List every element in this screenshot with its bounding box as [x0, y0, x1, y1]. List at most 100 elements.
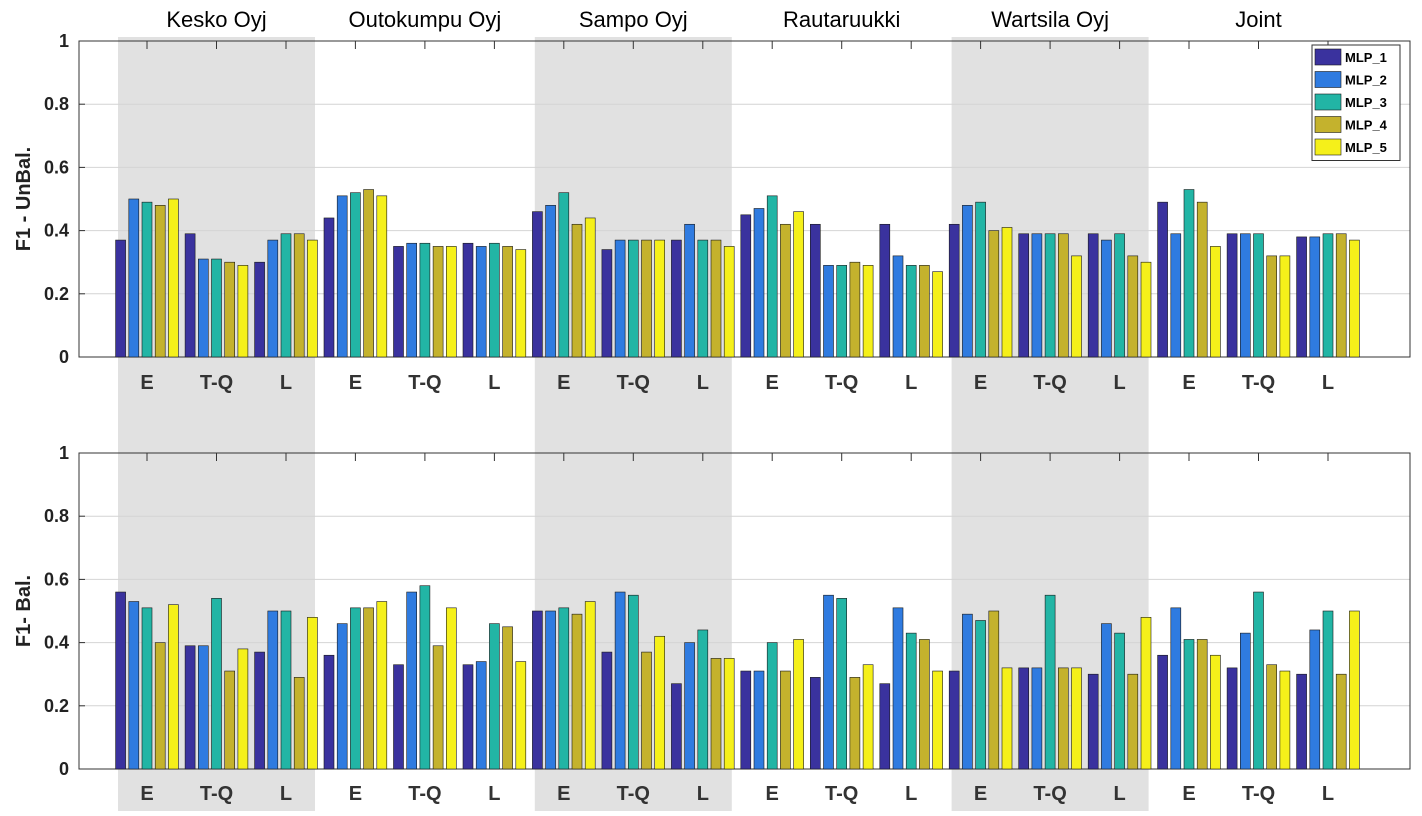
- y-tick-label: 0.4: [44, 633, 69, 653]
- bar-mlp-4: [502, 626, 513, 770]
- y-tick-label: 0.8: [44, 506, 69, 526]
- bar-mlp-1: [601, 249, 613, 358]
- bar-mlp-1: [323, 654, 335, 770]
- bar-mlp-5: [168, 604, 179, 770]
- bar-mlp-1: [740, 214, 752, 358]
- bar-mlp-2: [267, 239, 279, 358]
- y-tick-label: 0.6: [44, 157, 69, 177]
- bar-mlp-2: [1240, 632, 1251, 770]
- bar-mlp-5: [168, 198, 179, 358]
- bar-mlp-4: [780, 223, 791, 358]
- bar-mlp-4: [1266, 255, 1277, 358]
- legend-swatch: [1314, 116, 1342, 133]
- x-category-label: L: [1113, 783, 1125, 805]
- bar-mlp-2: [684, 642, 695, 770]
- y-tick-label: 0.8: [44, 94, 69, 114]
- bar-mlp-4: [919, 265, 930, 358]
- bar-mlp-3: [1114, 632, 1125, 770]
- company-label: Sampo Oyj: [579, 7, 688, 32]
- company-label: Wartsila Oyj: [991, 7, 1109, 32]
- x-category-label: E: [974, 372, 987, 394]
- bar-mlp-4: [1196, 201, 1208, 358]
- bar-mlp-1: [809, 677, 821, 770]
- bar-mlp-5: [1071, 667, 1082, 770]
- bar-mlp-4: [502, 246, 513, 358]
- bar-mlp-4: [363, 189, 374, 358]
- bar-mlp-1: [532, 211, 543, 358]
- x-category-label: L: [697, 783, 709, 805]
- legend-label: MLP_1: [1345, 50, 1387, 65]
- x-category-label: T-Q: [1242, 372, 1275, 394]
- bar-mlp-1: [948, 223, 960, 358]
- x-category-label: L: [280, 783, 292, 805]
- bar-mlp-1: [879, 683, 891, 770]
- bar-mlp-1: [948, 670, 960, 770]
- legend-swatch: [1314, 138, 1342, 156]
- bar-mlp-4: [988, 610, 1000, 770]
- bar-mlp-1: [184, 233, 196, 358]
- y-axis-label: F1- Bal.: [13, 575, 35, 647]
- bar-mlp-4: [432, 645, 444, 770]
- bar-mlp-5: [1279, 255, 1291, 358]
- bar-mlp-2: [406, 591, 418, 770]
- bar-mlp-5: [654, 239, 666, 358]
- legend-swatch: [1314, 48, 1342, 66]
- bar-mlp-4: [1058, 233, 1069, 358]
- bar-mlp-3: [836, 598, 848, 770]
- x-category-label: L: [905, 372, 917, 394]
- bar-mlp-2: [1240, 233, 1251, 358]
- bar-mlp-3: [141, 607, 153, 770]
- bar-mlp-2: [753, 208, 765, 358]
- bar-mlp-3: [836, 265, 848, 358]
- bar-mlp-4: [710, 239, 722, 358]
- bar-mlp-5: [723, 658, 735, 770]
- bar-mlp-4: [363, 607, 374, 770]
- bar-mlp-4: [919, 639, 930, 770]
- bar-mlp-4: [154, 205, 166, 358]
- x-category-label: L: [1113, 372, 1125, 394]
- bar-mlp-2: [406, 242, 418, 358]
- bar-mlp-3: [905, 265, 917, 358]
- bar-mlp-2: [1101, 239, 1112, 358]
- x-category-label: T-Q: [617, 783, 650, 805]
- bar-mlp-4: [224, 670, 235, 770]
- x-category-label: T-Q: [825, 372, 858, 394]
- bar-mlp-4: [1335, 673, 1347, 770]
- x-category-label: E: [140, 783, 153, 805]
- bar-mlp-5: [1001, 227, 1013, 358]
- bar-mlp-4: [988, 230, 1000, 358]
- y-tick-label: 0.4: [44, 221, 69, 241]
- bar-mlp-5: [1279, 670, 1291, 770]
- bar-mlp-1: [393, 246, 404, 358]
- x-category-label: E: [557, 372, 570, 394]
- x-category-label: T-Q: [1033, 783, 1066, 805]
- x-category-label: T-Q: [825, 783, 858, 805]
- bar-mlp-2: [475, 246, 487, 358]
- bar-mlp-5: [1001, 667, 1013, 770]
- bar-mlp-5: [862, 664, 874, 770]
- bar-mlp-1: [1018, 667, 1030, 770]
- bar-mlp-2: [267, 610, 279, 770]
- bar-mlp-2: [128, 601, 140, 770]
- bar-mlp-2: [545, 610, 556, 770]
- bar-mlp-5: [445, 246, 457, 358]
- x-category-label: L: [488, 783, 500, 805]
- bar-mlp-3: [211, 598, 222, 770]
- bar-mlp-4: [641, 651, 652, 770]
- bar-mlp-4: [293, 233, 305, 358]
- bar-mlp-1: [393, 664, 404, 770]
- bar-mlp-1: [879, 223, 891, 358]
- bar-mlp-1: [1226, 667, 1238, 770]
- bar-mlp-2: [823, 265, 834, 358]
- bar-mlp-3: [627, 594, 639, 770]
- x-category-label: E: [766, 372, 779, 394]
- bar-mlp-4: [1196, 639, 1208, 770]
- legend-label: MLP_3: [1345, 95, 1387, 110]
- x-category-label: E: [140, 372, 153, 394]
- bar-mlp-3: [766, 642, 778, 770]
- bar-mlp-2: [198, 645, 209, 770]
- y-axis-label: F1 - UnBal.: [13, 147, 35, 251]
- x-category-label: E: [349, 783, 362, 805]
- bar-mlp-2: [1101, 623, 1112, 770]
- bar-mlp-1: [1087, 673, 1099, 770]
